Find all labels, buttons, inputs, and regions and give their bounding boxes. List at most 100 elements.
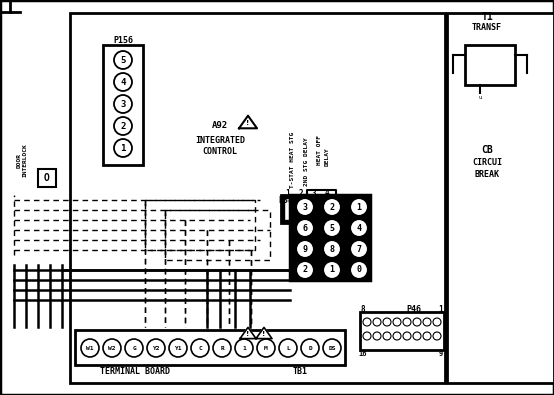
Text: P58: P58 <box>278 196 293 205</box>
Circle shape <box>169 339 187 357</box>
Circle shape <box>393 332 401 340</box>
Circle shape <box>350 240 368 258</box>
Circle shape <box>363 332 371 340</box>
Bar <box>465 45 515 85</box>
Circle shape <box>383 318 391 326</box>
Bar <box>297 198 306 220</box>
Circle shape <box>296 261 314 279</box>
Polygon shape <box>256 327 272 339</box>
Text: DS: DS <box>329 346 336 350</box>
Text: 3: 3 <box>312 188 316 198</box>
Text: Y2: Y2 <box>152 346 160 350</box>
Circle shape <box>191 339 209 357</box>
Text: 2: 2 <box>299 188 303 198</box>
Text: D: D <box>308 346 312 350</box>
Text: O: O <box>44 173 50 183</box>
Text: CIRCUI: CIRCUI <box>472 158 502 167</box>
Text: M: M <box>264 346 268 350</box>
Text: P46: P46 <box>407 305 422 314</box>
Text: 8: 8 <box>361 305 365 314</box>
Text: 2ND STG DELAY: 2ND STG DELAY <box>304 137 309 186</box>
Circle shape <box>114 51 132 69</box>
Text: G: G <box>132 346 136 350</box>
Circle shape <box>413 318 421 326</box>
Circle shape <box>403 318 411 326</box>
Text: 1: 1 <box>286 188 290 198</box>
Text: HEAT OFF: HEAT OFF <box>316 135 321 165</box>
Text: 1: 1 <box>242 346 246 350</box>
Text: TERMINAL BOARD: TERMINAL BOARD <box>100 367 170 376</box>
Circle shape <box>423 318 431 326</box>
Circle shape <box>114 73 132 91</box>
Text: 8: 8 <box>330 245 335 254</box>
Text: TB1: TB1 <box>293 367 307 376</box>
Circle shape <box>235 339 253 357</box>
Text: INTEGRATED: INTEGRATED <box>195 135 245 145</box>
Text: 1: 1 <box>439 305 443 314</box>
Text: 6: 6 <box>302 224 307 233</box>
Circle shape <box>373 332 381 340</box>
Text: 5: 5 <box>120 56 126 64</box>
Text: 4: 4 <box>325 188 329 198</box>
Bar <box>447 13 554 383</box>
Text: 3: 3 <box>302 203 307 211</box>
Text: 9: 9 <box>439 351 443 357</box>
Text: 9: 9 <box>302 245 307 254</box>
Bar <box>75 330 345 365</box>
Circle shape <box>257 339 275 357</box>
Bar <box>281 195 336 223</box>
Text: 2: 2 <box>302 265 307 275</box>
Text: 16: 16 <box>359 351 367 357</box>
Text: 4: 4 <box>120 77 126 87</box>
Text: 7: 7 <box>357 245 362 254</box>
Circle shape <box>213 339 231 357</box>
Text: Y1: Y1 <box>175 346 182 350</box>
Bar <box>103 45 143 165</box>
Text: BREAK: BREAK <box>474 169 500 179</box>
Circle shape <box>114 139 132 157</box>
Circle shape <box>423 332 431 340</box>
Circle shape <box>147 339 165 357</box>
Circle shape <box>433 318 441 326</box>
Text: T1: T1 <box>481 12 493 22</box>
Circle shape <box>125 339 143 357</box>
Text: A92: A92 <box>212 120 228 130</box>
Circle shape <box>393 318 401 326</box>
Bar <box>70 13 445 383</box>
Bar <box>38 169 56 187</box>
Text: 1: 1 <box>120 143 126 152</box>
Text: W2: W2 <box>108 346 116 350</box>
Text: C: C <box>198 346 202 350</box>
Text: !: ! <box>263 331 265 337</box>
Text: W1: W1 <box>86 346 94 350</box>
Bar <box>310 198 319 220</box>
Text: 2: 2 <box>330 203 335 211</box>
Circle shape <box>301 339 319 357</box>
Polygon shape <box>240 327 256 339</box>
Circle shape <box>296 198 314 216</box>
Text: CONTROL: CONTROL <box>203 147 238 156</box>
Circle shape <box>296 240 314 258</box>
Circle shape <box>103 339 121 357</box>
Text: T-STAT HEAT STG: T-STAT HEAT STG <box>290 132 295 188</box>
Circle shape <box>114 95 132 113</box>
Circle shape <box>413 332 421 340</box>
Text: 3: 3 <box>120 100 126 109</box>
Text: CB: CB <box>481 145 493 155</box>
Bar <box>284 198 293 220</box>
Text: 1: 1 <box>330 265 335 275</box>
Circle shape <box>350 261 368 279</box>
Circle shape <box>403 332 411 340</box>
Circle shape <box>296 219 314 237</box>
Text: !: ! <box>247 331 250 337</box>
Text: R: R <box>220 346 224 350</box>
Polygon shape <box>239 116 257 128</box>
Text: 2: 2 <box>120 122 126 130</box>
Text: !: ! <box>247 120 250 126</box>
Circle shape <box>350 198 368 216</box>
Text: P156: P156 <box>113 36 133 45</box>
Bar <box>323 198 332 220</box>
Circle shape <box>433 332 441 340</box>
Text: 1: 1 <box>357 203 362 211</box>
Circle shape <box>363 318 371 326</box>
